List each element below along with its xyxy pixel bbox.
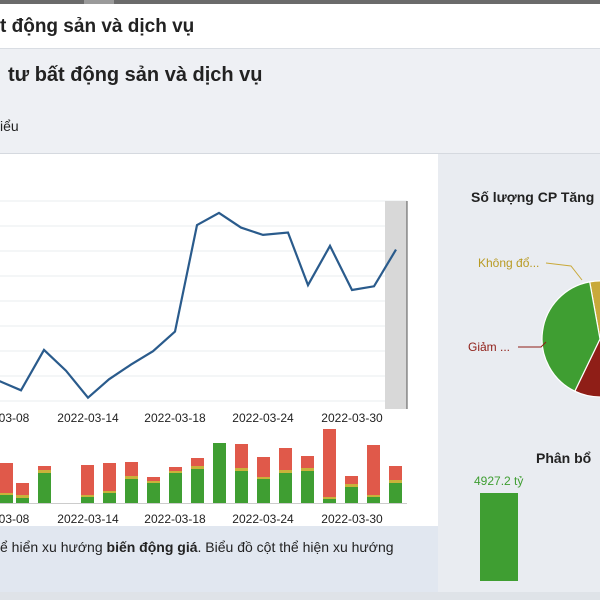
chart-tab[interactable]: iểu xyxy=(0,118,19,134)
caption-bold: biến động giá xyxy=(106,539,198,555)
bar-Tăng xyxy=(147,483,160,503)
bar-Không đổi xyxy=(323,497,336,499)
caption-text: ể hiển xu hướng biến động giá. Biểu đồ c… xyxy=(0,539,394,555)
bar-Giảm xyxy=(125,462,138,476)
bar-Không đổi xyxy=(257,477,270,479)
pie-title: Số lượng CP Tăng xyxy=(471,189,595,205)
line-x-tick: 03-08 xyxy=(0,411,30,425)
bar-Tăng xyxy=(191,469,204,503)
bar-Tăng xyxy=(103,493,116,503)
bar-Tăng xyxy=(38,473,51,503)
bar-Không đổi xyxy=(301,468,314,471)
price-line-chart: 03-08 2022-03-14 2022-03-18 2022-03-24 2022-… xyxy=(0,200,408,425)
main-chart-svg: 03-08 2022-03-14 2022-03-18 2022-03-24 2022-… xyxy=(0,200,408,526)
chart-caption xyxy=(0,526,438,592)
bar-Tăng xyxy=(0,495,13,503)
bar-Không đổi xyxy=(279,470,292,473)
distribution-bar xyxy=(480,493,518,581)
side-charts-svg: Không đổ... Giảm ... 4927.2 tỷ xyxy=(468,256,600,581)
bar-Tăng xyxy=(213,443,226,503)
bar-Giảm xyxy=(301,456,314,468)
line-x-tick: 2022-03-30 xyxy=(321,411,383,425)
bar-Không đổi xyxy=(0,493,13,495)
top-strip xyxy=(0,0,600,4)
side-panel: Không đổ... Giảm ... 4927.2 tỷ xyxy=(438,154,600,592)
price-line xyxy=(0,211,397,400)
highlight-band xyxy=(385,201,407,409)
stock-count-bar-chart: 03-08 2022-03-14 2022-03-18 2022-03-24 2022-… xyxy=(0,429,407,526)
bar-Tăng xyxy=(257,479,270,503)
bar-Tăng xyxy=(125,479,138,503)
window-title: t động sản và dịch vụ xyxy=(0,16,195,37)
pie-slice-Tăng xyxy=(541,281,600,393)
bar-Tăng xyxy=(323,499,336,503)
chart-card: 03-08 2022-03-14 2022-03-18 2022-03-24 2022-… xyxy=(0,154,438,526)
pie-slice-Giảm ... xyxy=(573,338,600,398)
bar-Giảm xyxy=(279,448,292,470)
bar-Tăng xyxy=(81,497,94,503)
bar-Không đổi xyxy=(345,484,358,487)
bar-Không đổi xyxy=(389,480,402,483)
bar-Không đổi xyxy=(191,466,204,469)
distribution-bar-label: 4927.2 tỷ xyxy=(474,474,523,488)
bar-Không đổi xyxy=(16,495,29,498)
pie-label: Không đổ... xyxy=(478,256,539,270)
window-titlebar: t động sản và dịch vụ xyxy=(0,4,600,49)
bar-Giảm xyxy=(81,465,94,495)
line-x-tick: 2022-03-18 xyxy=(144,411,206,425)
top-strip-thumb xyxy=(84,0,114,4)
bar-Giảm xyxy=(103,463,116,491)
bar-Không đổi xyxy=(81,495,94,497)
bar-Tăng xyxy=(367,497,380,503)
caption-prefix: ể hiển xu hướng xyxy=(0,539,107,555)
bar-Giảm xyxy=(367,445,380,495)
bar-Không đổi xyxy=(103,491,116,493)
bar-Giảm xyxy=(0,463,13,493)
bar-x-tick: 2022-03-24 xyxy=(232,512,294,526)
bar-x-tick: 03-08 xyxy=(0,512,30,526)
bar-Tăng xyxy=(389,483,402,503)
bar-Giảm xyxy=(169,467,182,471)
bar-Không đổi xyxy=(169,471,182,473)
bar-Giảm xyxy=(389,466,402,480)
pie-label: Giảm ... xyxy=(468,340,510,354)
bar-Tăng xyxy=(16,498,29,503)
bar-Tăng xyxy=(235,471,248,503)
pie-label-line xyxy=(545,262,583,281)
bar-Tăng xyxy=(169,473,182,503)
bar-Giảm xyxy=(38,466,51,470)
bar-x-tick: 2022-03-18 xyxy=(144,512,206,526)
bar-Không đổi xyxy=(125,476,138,479)
bar-Giảm xyxy=(257,457,270,477)
bar-Giảm xyxy=(16,483,29,495)
bar-Không đổi xyxy=(38,470,51,473)
caption-suffix: . Biểu đồ cột thể hiện xu hướng xyxy=(197,539,394,555)
bar-Tăng xyxy=(345,487,358,503)
bar-x-tick: 2022-03-30 xyxy=(321,512,383,526)
bar-x-tick: 2022-03-14 xyxy=(57,512,119,526)
distribution-title: Phân bổ xyxy=(536,450,592,466)
bar-Giảm xyxy=(191,458,204,466)
bar-Giảm xyxy=(147,477,160,481)
pie-label-line xyxy=(518,341,547,348)
bar-Không đổi xyxy=(147,481,160,483)
bar-Tăng xyxy=(301,471,314,503)
bar-Giảm xyxy=(323,429,336,497)
bar-Giảm xyxy=(235,444,248,468)
bottom-divider xyxy=(0,592,600,600)
line-x-tick: 2022-03-24 xyxy=(232,411,294,425)
panel-title: tư bất động sản và dịch vụ xyxy=(8,64,263,86)
panel-header xyxy=(0,49,600,154)
bar-Không đổi xyxy=(367,495,380,497)
line-x-tick: 2022-03-14 xyxy=(57,411,119,425)
bar-Giảm xyxy=(345,476,358,484)
bar-Không đổi xyxy=(235,468,248,471)
bar-Tăng xyxy=(279,473,292,503)
